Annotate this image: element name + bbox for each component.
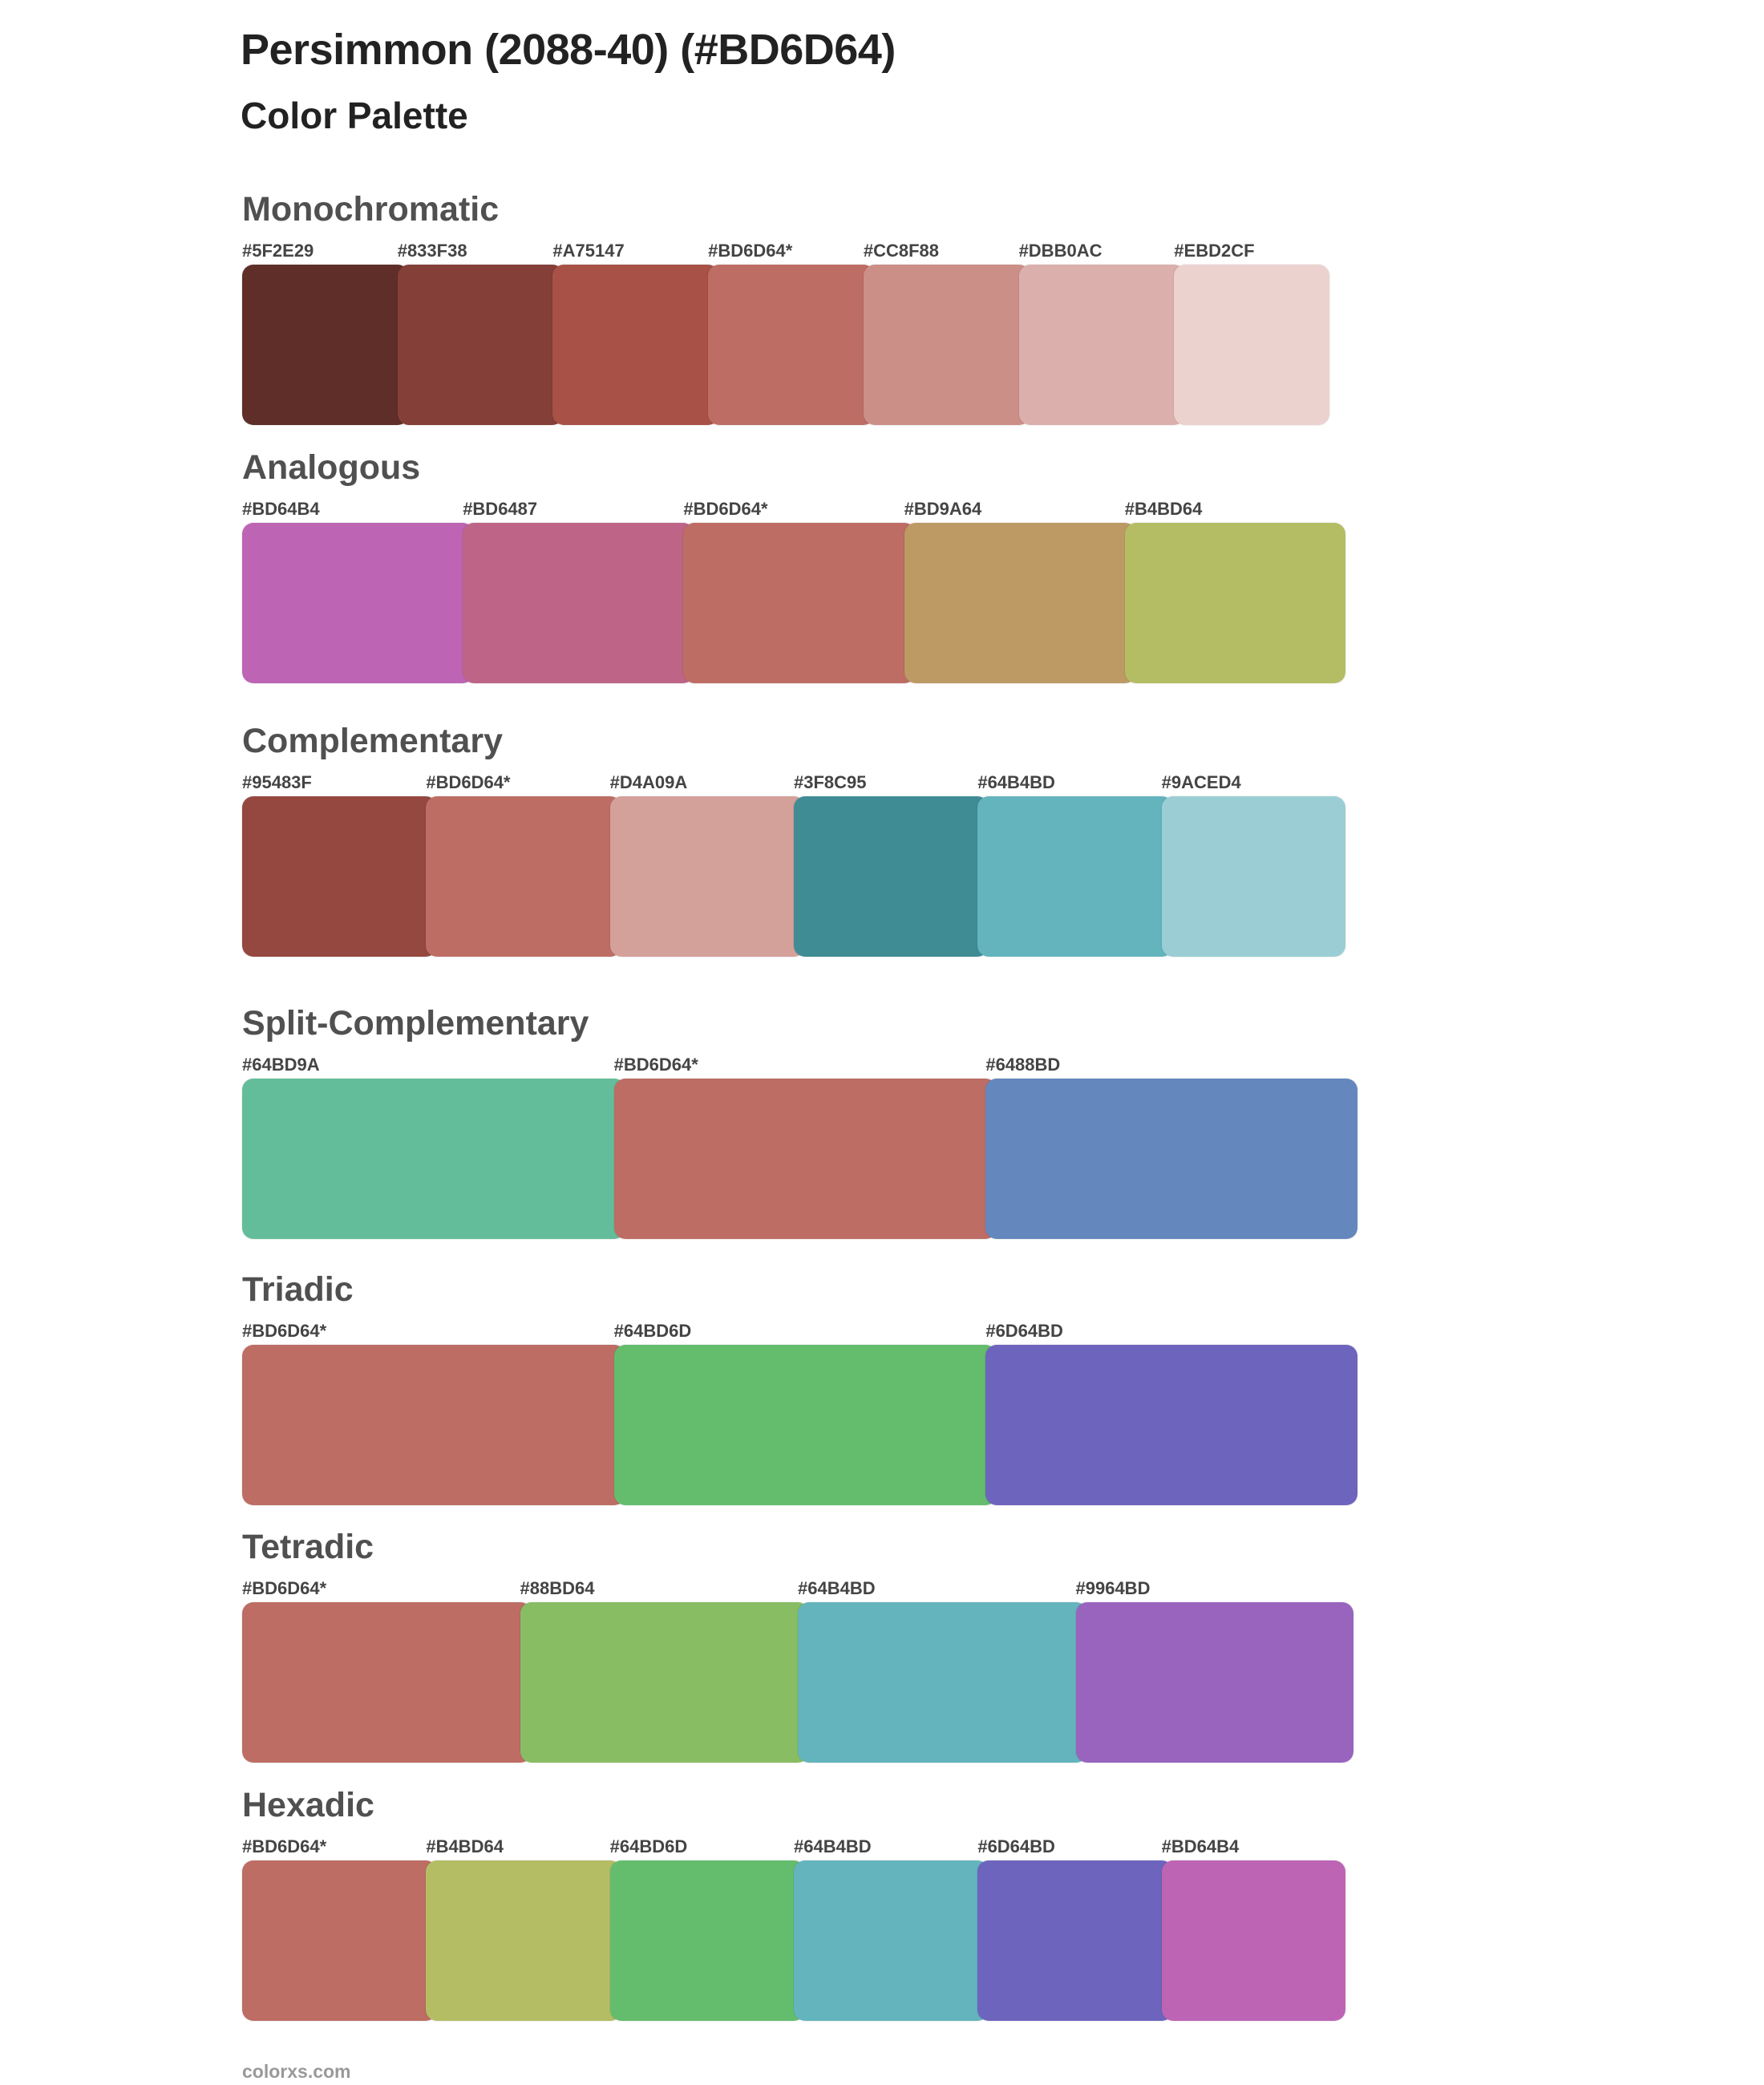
color-swatch[interactable]: [609, 1860, 805, 2021]
color-swatch[interactable]: [613, 1345, 997, 1505]
color-swatch[interactable]: [552, 265, 720, 425]
color-swatch[interactable]: [798, 1602, 1087, 1763]
color-swatch[interactable]: [242, 523, 475, 683]
color-swatch[interactable]: [242, 1079, 625, 1239]
color-hex-label: #9964BD: [1075, 1578, 1151, 1598]
color-hex-label: #BD6D64*: [613, 1055, 698, 1075]
color-swatch[interactable]: [426, 1860, 621, 2021]
color-hex-label: #9ACED4: [1161, 772, 1241, 792]
color-hex-label: #64BD9A: [242, 1055, 320, 1075]
color-swatch[interactable]: [426, 796, 621, 957]
color-swatch[interactable]: [1161, 1860, 1345, 2021]
color-hex-label: #88BD64: [520, 1578, 595, 1598]
color-swatch[interactable]: [242, 1602, 532, 1763]
color-hex-label: #CC8F88: [863, 241, 939, 261]
color-swatch[interactable]: [683, 523, 916, 683]
color-swatch[interactable]: [1161, 796, 1345, 957]
color-swatch[interactable]: [242, 796, 438, 957]
color-hex-label: #D4A09A: [609, 772, 688, 792]
color-hex-label: #BD9A64: [904, 499, 982, 519]
color-swatch[interactable]: [904, 523, 1136, 683]
color-swatch[interactable]: [985, 1345, 1357, 1505]
color-swatch[interactable]: [977, 1860, 1173, 2021]
color-hex-label: #BD6487: [463, 499, 538, 519]
color-hex-label: #64BD6D: [609, 1836, 688, 1856]
color-swatch[interactable]: [863, 265, 1030, 425]
color-swatch[interactable]: [1124, 523, 1345, 683]
color-hex-label: #BD6D64*: [708, 241, 793, 261]
color-hex-label: #BD6D64*: [242, 1321, 327, 1341]
color-swatch[interactable]: [463, 523, 695, 683]
color-hex-label: #95483F: [242, 772, 312, 792]
color-swatch[interactable]: [242, 265, 409, 425]
color-swatch[interactable]: [242, 1860, 438, 2021]
section-heading: Triadic: [242, 1270, 354, 1309]
color-hex-label: #BD6D64*: [683, 499, 768, 519]
section-heading: Split-Complementary: [242, 1004, 589, 1042]
color-hex-label: #64BD6D: [613, 1321, 692, 1341]
color-hex-label: #BD6D64*: [242, 1836, 327, 1856]
page-title: Persimmon (2088-40) (#BD6D64): [241, 26, 896, 74]
color-hex-label: #A75147: [552, 241, 625, 261]
color-swatch[interactable]: [520, 1602, 809, 1763]
section-heading: Tetradic: [242, 1528, 374, 1566]
color-hex-label: #6488BD: [985, 1055, 1061, 1075]
color-hex-label: #B4BD64: [1124, 499, 1203, 519]
footer-site-link[interactable]: colorxs.com: [242, 2061, 351, 2082]
color-swatch[interactable]: [794, 1860, 989, 2021]
color-hex-label: #64B4BD: [794, 1836, 872, 1856]
color-hex-label: #3F8C95: [794, 772, 867, 792]
color-swatch[interactable]: [1075, 1602, 1353, 1763]
section-heading: Analogous: [242, 448, 421, 487]
color-hex-label: #BD64B4: [242, 499, 320, 519]
color-hex-label: #6D64BD: [985, 1321, 1063, 1341]
color-swatch[interactable]: [397, 265, 564, 425]
color-swatch[interactable]: [985, 1079, 1357, 1239]
color-hex-label: #DBB0AC: [1018, 241, 1102, 261]
color-swatch[interactable]: [708, 265, 875, 425]
color-swatch[interactable]: [794, 796, 989, 957]
color-hex-label: #5F2E29: [242, 241, 314, 261]
section-heading: Monochromatic: [242, 190, 500, 229]
color-swatch[interactable]: [1018, 265, 1186, 425]
color-swatch[interactable]: [1174, 265, 1329, 425]
color-swatch[interactable]: [609, 796, 805, 957]
color-swatch[interactable]: [242, 1345, 625, 1505]
color-hex-label: #6D64BD: [977, 1836, 1055, 1856]
color-hex-label: #64B4BD: [798, 1578, 876, 1598]
color-swatch[interactable]: [977, 796, 1173, 957]
color-hex-label: #833F38: [397, 241, 467, 261]
section-heading: Complementary: [242, 722, 503, 760]
color-swatch[interactable]: [613, 1079, 997, 1239]
color-hex-label: #B4BD64: [426, 1836, 504, 1856]
section-heading: Hexadic: [242, 1786, 374, 1824]
color-hex-label: #BD6D64*: [242, 1578, 327, 1598]
color-hex-label: #64B4BD: [977, 772, 1055, 792]
color-hex-label: #BD6D64*: [426, 772, 511, 792]
page-subtitle: Color Palette: [241, 95, 468, 136]
color-hex-label: #BD64B4: [1161, 1836, 1240, 1856]
color-hex-label: #EBD2CF: [1174, 241, 1255, 261]
